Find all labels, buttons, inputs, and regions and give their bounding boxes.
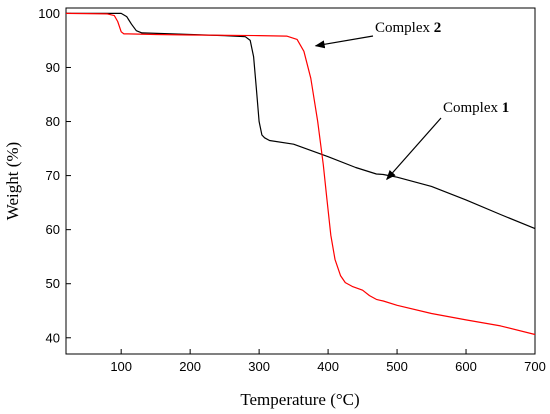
y-tick-label: 50 xyxy=(46,276,60,291)
annotation-arrow-complex-1 xyxy=(386,117,442,181)
x-axis-title: Temperature (°C) xyxy=(240,390,359,409)
annotation-layer: Complex 2 Complex 1 xyxy=(314,20,509,181)
y-tick-label: 80 xyxy=(46,114,60,129)
y-tick-label: 40 xyxy=(46,330,60,345)
series-layer xyxy=(65,12,536,336)
annotation-arrow-complex-2 xyxy=(314,35,374,49)
y-tick-label: 90 xyxy=(46,60,60,75)
x-tick-label: 300 xyxy=(248,359,270,374)
x-tick-label: 400 xyxy=(317,359,339,374)
ticks-layer: 100 200 300 400 500 600 700 40 50 60 70 80 90 100 xyxy=(38,6,546,374)
y-tick-label: 70 xyxy=(46,168,60,183)
plot-frame xyxy=(65,7,536,355)
series-line-complex-2 xyxy=(65,12,536,336)
annotation-label-complex-2: Complex 2 xyxy=(375,20,441,36)
annotation-label-complex-1: Complex 1 xyxy=(443,100,509,116)
y-tick-label: 100 xyxy=(38,6,60,21)
x-tick-label: 100 xyxy=(110,359,132,374)
x-tick-label: 600 xyxy=(455,359,477,374)
x-tick-label: 500 xyxy=(386,359,408,374)
y-tick-label: 60 xyxy=(46,222,60,237)
y-axis-title: Weight (%) xyxy=(3,142,22,220)
x-tick-label: 700 xyxy=(524,359,546,374)
x-tick-label: 200 xyxy=(179,359,201,374)
